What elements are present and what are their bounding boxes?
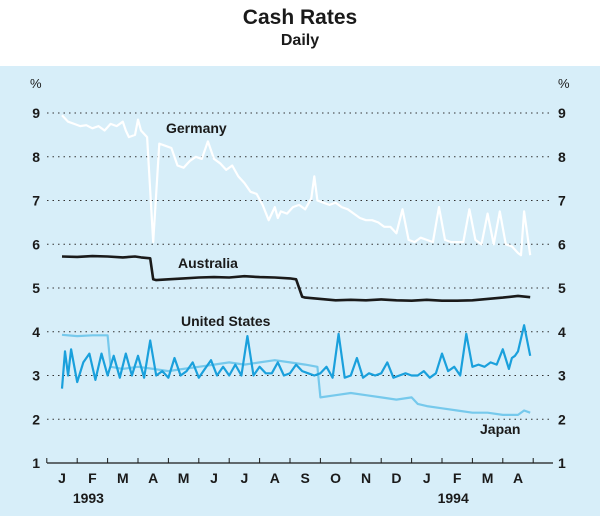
series-line-australia bbox=[61, 254, 531, 303]
y-unit-left: % bbox=[30, 76, 42, 91]
x-tick-label-2: M bbox=[117, 470, 129, 486]
x-tick-label-15: A bbox=[513, 470, 523, 486]
label-germany: Germany bbox=[166, 120, 227, 136]
label-japan: Japan bbox=[480, 421, 520, 437]
x-tick-label-11: D bbox=[391, 470, 401, 486]
y-tick-left-5: 5 bbox=[32, 280, 40, 296]
x-tick-label-8: S bbox=[301, 470, 310, 486]
y-tick-right-9: 9 bbox=[558, 105, 566, 121]
y-tick-left-1: 1 bbox=[32, 455, 40, 471]
x-tick-label-10: N bbox=[361, 470, 371, 486]
y-tick-right-4: 4 bbox=[558, 324, 566, 340]
y-tick-left-2: 2 bbox=[32, 411, 40, 427]
y-tick-left-9: 9 bbox=[32, 105, 40, 121]
y-tick-left-4: 4 bbox=[32, 324, 40, 340]
y-tick-left-8: 8 bbox=[32, 149, 40, 165]
series-line-germany bbox=[61, 114, 532, 257]
y-unit-right: % bbox=[558, 76, 570, 91]
chart-title: Cash Rates bbox=[242, 6, 358, 29]
y-tick-right-3: 3 bbox=[558, 368, 566, 384]
year-label-1994: 1994 bbox=[438, 490, 469, 506]
y-tick-right-6: 6 bbox=[558, 236, 566, 252]
x-tick-label-4: M bbox=[178, 470, 190, 486]
year-label-1993: 1993 bbox=[73, 490, 104, 506]
y-tick-right-1: 1 bbox=[558, 455, 566, 471]
x-tick-label-14: M bbox=[482, 470, 494, 486]
x-tick-label-0: J bbox=[58, 470, 66, 486]
x-tick-label-5: J bbox=[210, 470, 218, 486]
label-united-states: United States bbox=[181, 313, 271, 329]
chart-subtitle: Daily bbox=[280, 32, 320, 49]
y-tick-right-7: 7 bbox=[558, 193, 566, 209]
y-tick-right-5: 5 bbox=[558, 280, 566, 296]
y-tick-right-2: 2 bbox=[558, 411, 566, 427]
x-tick-label-9: O bbox=[330, 470, 341, 486]
series-line-united-states bbox=[60, 324, 532, 389]
y-tick-left-3: 3 bbox=[32, 368, 40, 384]
y-tick-left-7: 7 bbox=[32, 193, 40, 209]
label-australia: Australia bbox=[178, 255, 238, 271]
x-tick-label-3: A bbox=[148, 470, 158, 486]
x-tick-label-12: J bbox=[423, 470, 431, 486]
y-tick-left-6: 6 bbox=[32, 236, 40, 252]
x-tick-label-13: F bbox=[453, 470, 462, 486]
x-tick-label-6: J bbox=[241, 470, 249, 486]
y-tick-right-8: 8 bbox=[558, 149, 566, 165]
x-tick-label-7: A bbox=[270, 470, 280, 486]
x-tick-label-1: F bbox=[88, 470, 97, 486]
